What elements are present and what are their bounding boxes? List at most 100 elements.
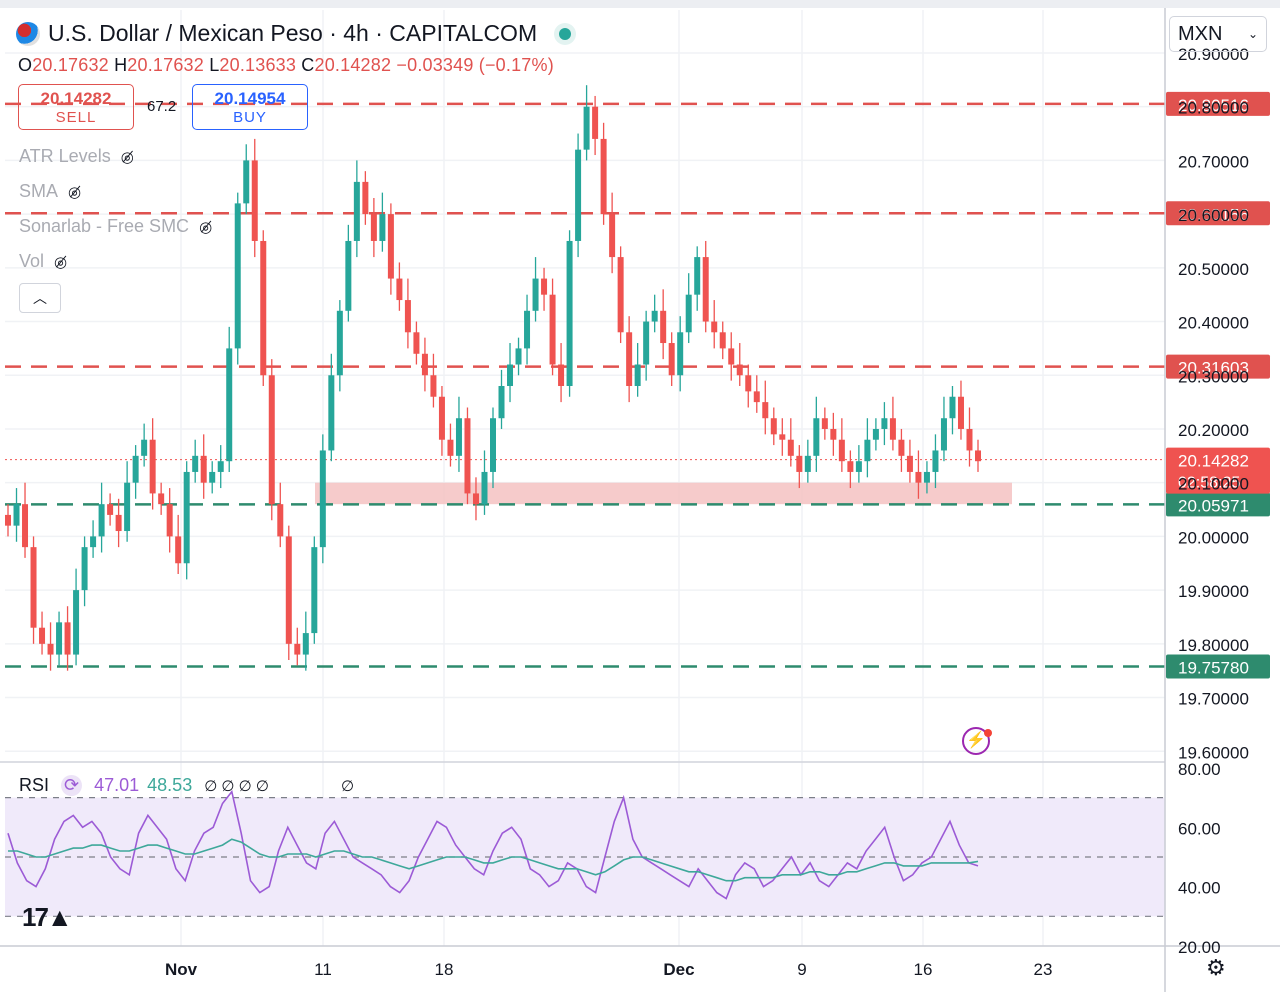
- candle-body: [728, 348, 735, 365]
- candle-body: [515, 348, 522, 365]
- candle-body: [711, 321, 718, 333]
- candle-body: [779, 434, 786, 440]
- candle-body: [438, 396, 445, 440]
- candle-body: [617, 257, 624, 333]
- level-badge-label: 19.75780: [1178, 658, 1249, 677]
- rsi-ma-line: [8, 838, 979, 882]
- level-badge: [1166, 91, 1270, 116]
- hidden-eye-icon[interactable]: ◎̸: [199, 218, 213, 236]
- refresh-icon[interactable]: ⟳: [61, 775, 83, 796]
- indicator-sma[interactable]: SMA ◎̸: [19, 181, 82, 201]
- candle-body: [268, 375, 275, 505]
- candle-body: [379, 214, 386, 241]
- x-tick-label: 23: [1034, 960, 1053, 979]
- collapse-legend-button[interactable]: ︿: [19, 283, 61, 313]
- rsi-tick-label: 60.00: [1178, 819, 1221, 838]
- rsi-tick-label: 40.00: [1178, 879, 1221, 898]
- symbol-title[interactable]: U.S. Dollar / Mexican Peso · 4h · CAPITA…: [48, 20, 538, 46]
- candle-body: [753, 391, 760, 403]
- candle-body: [472, 493, 479, 505]
- rsi-extra-values: ∅ ∅ ∅ ∅: [204, 777, 269, 795]
- candle-body: [855, 461, 862, 472]
- candle-body: [302, 633, 309, 655]
- rsi-tick-label: 20.00: [1178, 938, 1221, 957]
- market-open-status-icon: [559, 27, 572, 40]
- candle-body: [498, 386, 505, 419]
- rsi-legend[interactable]: RSI ⟳ 47.01 48.53 ∅ ∅ ∅ ∅ ∅: [19, 775, 354, 796]
- candle-body: [558, 364, 565, 386]
- candle-body: [770, 418, 777, 435]
- candle-body: [200, 455, 207, 483]
- candle-body: [677, 332, 684, 376]
- candle-body: [575, 149, 582, 241]
- usd-mxn-flag-icon: [16, 21, 40, 46]
- candle-body: [532, 278, 539, 311]
- support-zone: [315, 482, 1012, 505]
- candle-body: [592, 106, 599, 139]
- candle-body: [124, 482, 131, 532]
- candle-body: [906, 455, 913, 472]
- candle-body: [39, 627, 46, 644]
- level-badge-label: 20.60156: [1178, 205, 1249, 224]
- indicator-sonarlab[interactable]: Sonarlab - Free SMC ◎̸: [19, 216, 213, 236]
- candle-body: [507, 364, 514, 386]
- candle-body: [107, 504, 114, 515]
- candle-body: [702, 257, 709, 322]
- candle-body: [447, 439, 454, 456]
- settings-gear-icon[interactable]: ⚙: [1206, 955, 1226, 980]
- alert-bolt-icon[interactable]: ⚡: [962, 727, 990, 755]
- change-value: −0.03349 (−0.17%): [396, 55, 554, 75]
- candle-body: [13, 504, 20, 526]
- candle-body: [149, 439, 156, 494]
- y-tick-label: 20.70000: [1178, 152, 1249, 171]
- candle-body: [56, 622, 63, 655]
- candle-body: [455, 418, 462, 456]
- indicator-vol[interactable]: Vol ◎̸: [19, 251, 68, 271]
- candle-body: [217, 461, 224, 472]
- hidden-eye-icon[interactable]: ◎̸: [54, 253, 68, 271]
- candle-body: [830, 428, 837, 440]
- x-tick-label: 16: [914, 960, 933, 979]
- candle-body: [353, 181, 360, 241]
- countdown-label: 02:58:25: [1178, 475, 1240, 492]
- indicator-atr-levels[interactable]: ATR Levels ◎̸: [19, 146, 134, 166]
- candle-body: [889, 418, 896, 440]
- y-tick-label: 20.30000: [1178, 367, 1249, 386]
- buy-button[interactable]: 20.14954 BUY: [192, 84, 308, 130]
- x-tick-label: Dec: [663, 960, 694, 979]
- y-tick-label: 19.60000: [1178, 743, 1249, 762]
- top-toolbar-edge: [0, 0, 1280, 8]
- candle-body: [294, 643, 301, 655]
- hidden-eye-icon[interactable]: ◎̸: [68, 183, 82, 201]
- candle-body: [719, 332, 726, 349]
- candle-body: [243, 160, 250, 204]
- candle-body: [490, 418, 496, 472]
- candle-body: [847, 461, 854, 472]
- current-price-label: 20.14282: [1178, 452, 1249, 471]
- candle-body: [549, 294, 556, 365]
- candle-body: [115, 514, 122, 532]
- chevron-up-icon: ︿: [33, 290, 47, 306]
- candle-body: [915, 471, 922, 483]
- x-tick-label: 11: [314, 960, 332, 979]
- alert-dot-icon: [984, 729, 992, 737]
- sell-button[interactable]: 20.14282 SELL: [18, 84, 134, 130]
- candle-body: [787, 439, 794, 456]
- tradingview-logo[interactable]: 17▲: [22, 902, 73, 932]
- candle-body: [141, 439, 148, 456]
- candle-body: [481, 471, 488, 505]
- candle-body: [524, 310, 531, 349]
- y-tick-label: 20.20000: [1178, 421, 1249, 440]
- candle-body: [319, 450, 326, 548]
- candle-body: [166, 504, 173, 537]
- hidden-eye-icon[interactable]: ◎̸: [120, 148, 134, 166]
- candle-body: [277, 504, 284, 537]
- currency-selector[interactable]: MXN ⌄: [1169, 16, 1267, 52]
- candle-body: [566, 240, 573, 386]
- candle-body: [175, 536, 182, 564]
- rsi-tick-label: 80.00: [1178, 760, 1221, 779]
- candle-body: [345, 240, 352, 311]
- candle-body: [183, 471, 190, 564]
- ohlc-values: O20.17632 H20.17632 L20.13633 C20.14282 …: [18, 55, 554, 75]
